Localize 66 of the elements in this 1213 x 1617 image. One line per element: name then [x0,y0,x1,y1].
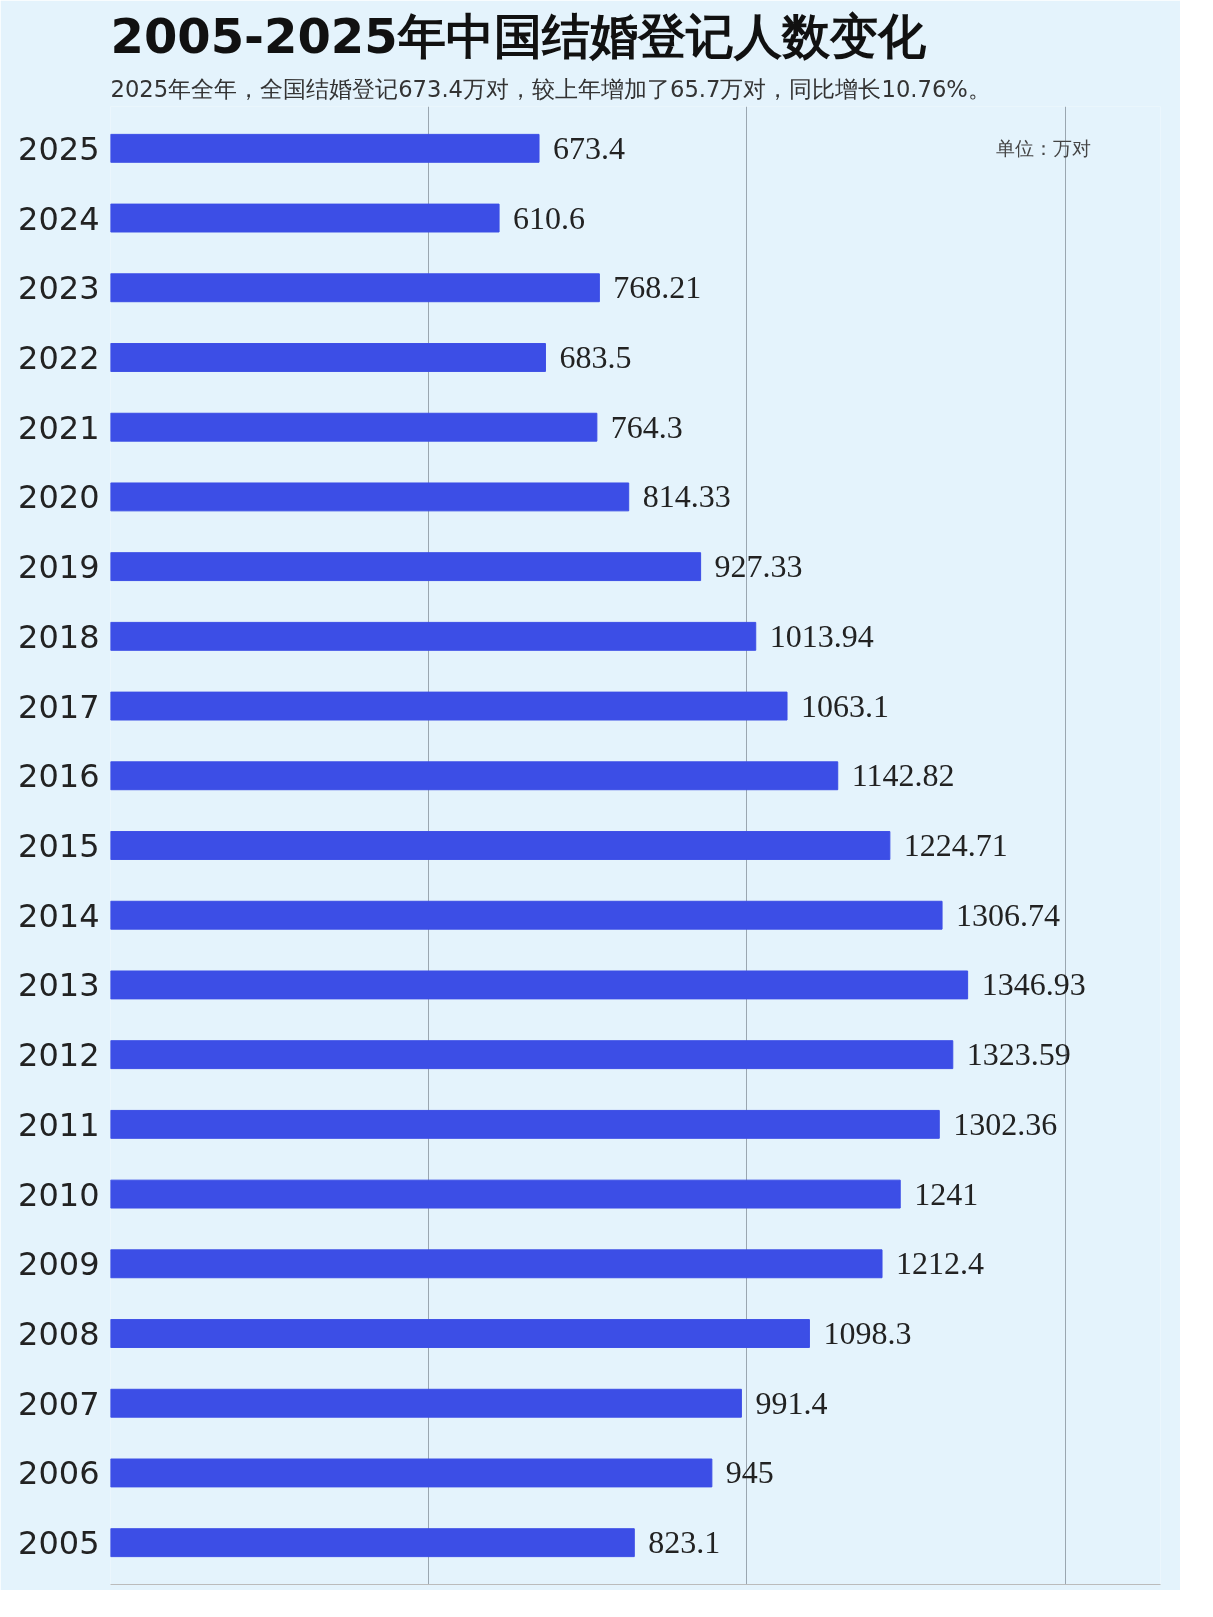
bar [110,970,969,1000]
y-tick-label: 2010 [18,1175,100,1214]
bar [110,273,600,303]
data-label: 1013.94 [769,617,874,654]
data-label: 927.33 [714,548,803,585]
data-label: 1142.82 [851,757,955,794]
data-label: 768.21 [613,269,702,306]
y-tick-label: 2016 [18,757,100,796]
data-label: 1224.71 [903,827,1008,863]
y-tick-label: 2025 [18,129,100,168]
data-label: 673.4 [553,129,626,166]
y-tick-label: 2020 [18,478,100,517]
data-label: 1323.59 [966,1036,1071,1073]
bar [110,831,891,860]
y-tick-label: 2008 [18,1315,100,1354]
y-tick-label: 2022 [18,338,100,377]
y-tick-label: 2019 [18,548,100,587]
y-tick-label: 2006 [18,1454,100,1493]
y-tick-label: 2024 [18,199,100,238]
y-tick-label: 2013 [18,966,100,1005]
y-tick-label: 2005 [18,1524,100,1563]
bar [110,412,598,442]
data-label: 1346.93 [981,966,1086,1003]
data-label: 1241 [914,1175,979,1212]
bar [110,761,839,791]
data-label: 1302.36 [953,1105,1058,1142]
y-tick-label: 2011 [18,1105,100,1144]
bar [110,1179,901,1209]
y-tick-label: 2007 [18,1384,100,1423]
bar [110,1528,635,1558]
y-tick-label: 2012 [18,1036,100,1075]
data-label: 764.3 [610,408,683,445]
bar [110,1040,954,1070]
data-label: 1212.4 [896,1245,985,1282]
bar [110,482,630,512]
data-label: 991.4 [755,1384,828,1421]
bar [110,1249,883,1279]
data-label: 823.1 [648,1524,721,1561]
bar [110,1458,713,1488]
bar [110,900,943,930]
bar [110,343,546,372]
bar [110,621,757,651]
bar [110,1109,940,1139]
chart-subtitle: 2025年全年，全国结婚登记673.4万对，较上年增加了65.7万对，同比增长10.76%。 [110,75,991,102]
y-tick-label: 2015 [18,827,100,865]
bar [110,552,702,582]
bar [110,1388,742,1418]
data-label: 945 [725,1454,774,1491]
y-tick-label: 2017 [18,687,100,726]
y-tick-label: 2018 [18,617,100,656]
chart-title: 2005-2025年中国结婚登记人数变化 [110,7,927,64]
bar [110,203,500,233]
bar [110,691,788,721]
bar [110,133,540,163]
y-tick-label: 2014 [18,896,100,935]
bar [110,1319,810,1348]
y-tick-label: 2021 [18,408,100,447]
data-label: 1098.3 [823,1315,912,1352]
y-tick-label: 2023 [18,269,100,308]
data-label: 1063.1 [801,687,890,724]
data-label: 1306.74 [956,896,1061,933]
annotation: 单位：万对 [995,137,1091,159]
y-tick-label: 2009 [18,1245,100,1284]
data-label: 683.5 [559,338,632,375]
data-label: 610.6 [513,199,586,236]
data-label: 814.33 [642,478,731,515]
